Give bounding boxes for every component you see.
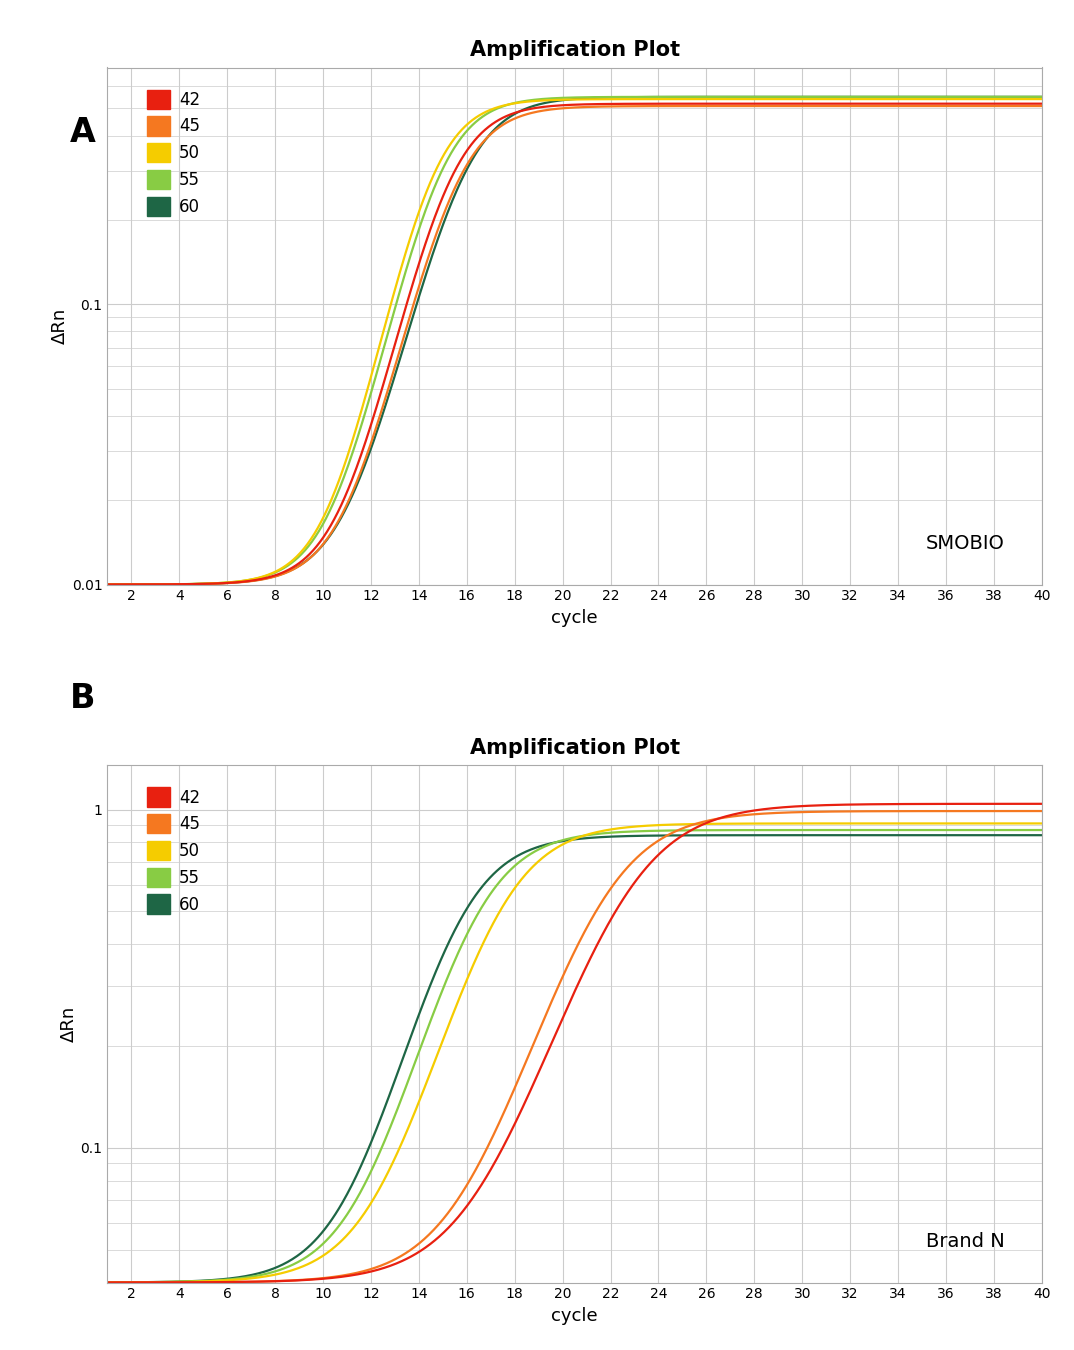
- Text: B: B: [70, 683, 96, 716]
- Y-axis label: ΔRn: ΔRn: [60, 1006, 77, 1042]
- X-axis label: cycle: cycle: [551, 609, 598, 626]
- Y-axis label: ΔRn: ΔRn: [50, 308, 69, 344]
- Text: Brand N: Brand N: [926, 1233, 1004, 1251]
- Legend: 42, 45, 50, 55, 60: 42, 45, 50, 55, 60: [144, 86, 203, 219]
- Text: A: A: [70, 116, 96, 148]
- Title: Amplification Plot: Amplification Plot: [469, 40, 680, 61]
- Legend: 42, 45, 50, 55, 60: 42, 45, 50, 55, 60: [144, 784, 203, 917]
- Title: Amplification Plot: Amplification Plot: [469, 738, 680, 759]
- Text: SMOBIO: SMOBIO: [926, 535, 1004, 554]
- X-axis label: cycle: cycle: [551, 1307, 598, 1324]
